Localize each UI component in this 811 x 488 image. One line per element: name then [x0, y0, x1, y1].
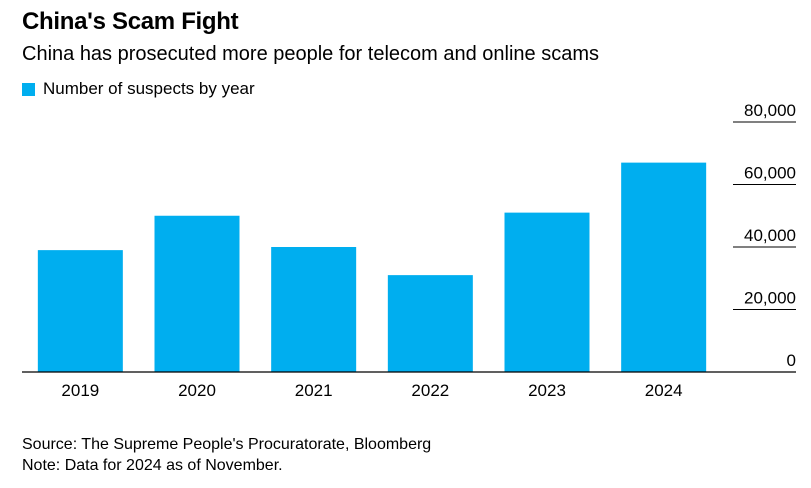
y-tick-label: 60,000	[744, 164, 796, 183]
chart-subtitle: China has prosecuted more people for tel…	[22, 43, 599, 65]
x-tick-label: 2021	[295, 381, 333, 400]
bar	[504, 212, 590, 372]
y-tick-label: 40,000	[744, 226, 796, 245]
bar	[37, 250, 123, 372]
legend-label: Number of suspects by year	[43, 79, 255, 98]
x-tick-label: 2023	[528, 381, 566, 400]
x-tick-label: 2022	[411, 381, 449, 400]
x-tick-label: 2019	[61, 381, 99, 400]
bar	[621, 162, 707, 372]
y-tick-label: 80,000	[744, 101, 796, 120]
x-tick-label: 2024	[645, 381, 683, 400]
x-tick-label: 2020	[178, 381, 216, 400]
source-note: Source: The Supreme People's Procuratora…	[22, 436, 432, 453]
chart-title: China's Scam Fight	[22, 8, 239, 35]
bar	[387, 275, 473, 372]
footnote: Note: Data for 2024 as of November.	[22, 457, 283, 474]
legend-swatch	[22, 82, 35, 96]
bar	[271, 247, 357, 372]
legend: Number of suspects by year	[22, 79, 255, 99]
bar	[154, 215, 240, 372]
y-tick-label: 0	[787, 351, 796, 370]
y-tick-label: 20,000	[744, 289, 796, 308]
